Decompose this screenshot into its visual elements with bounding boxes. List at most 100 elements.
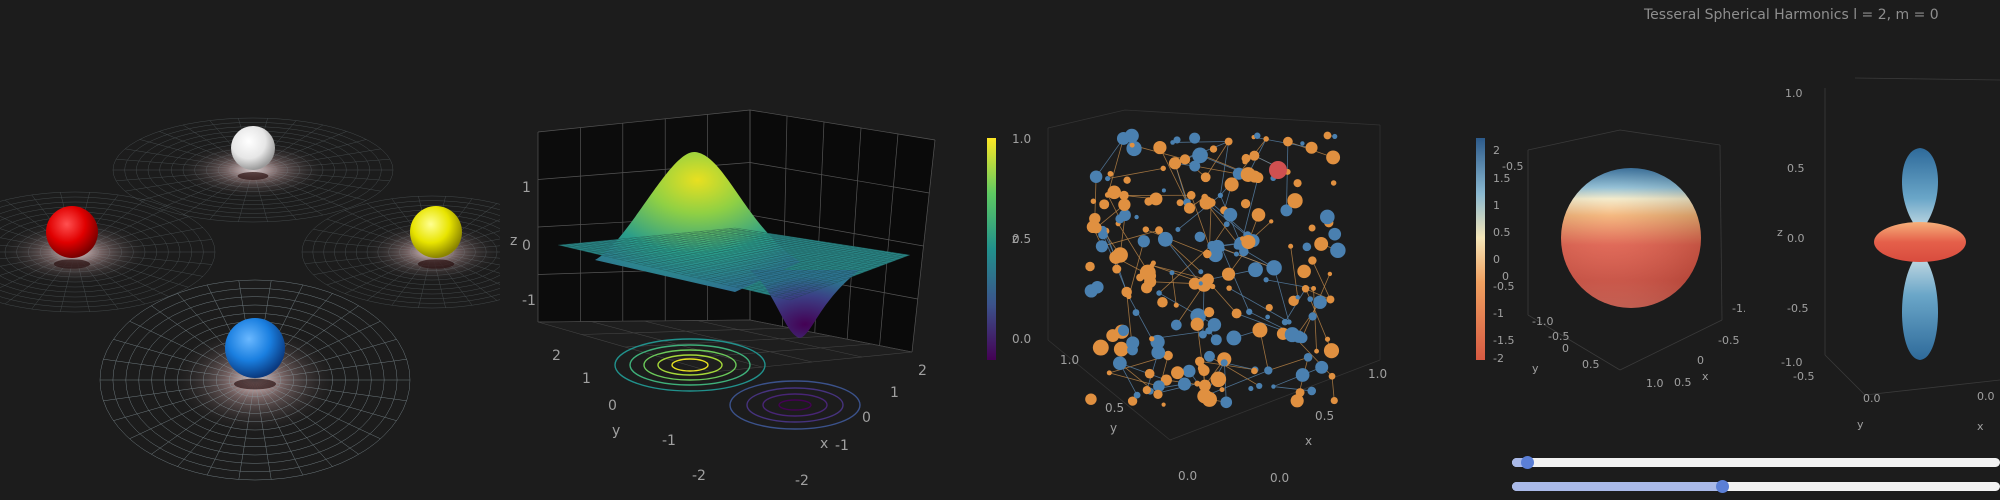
network-node [1305, 141, 1318, 154]
m-slider-handle[interactable] [1715, 480, 1729, 493]
network-node [1210, 334, 1222, 346]
z-tick-label: 0 [1502, 270, 1509, 283]
network-node [1240, 199, 1251, 209]
l-slider[interactable] [1512, 456, 2000, 469]
z-tick-label: 1 [522, 180, 531, 196]
network-node [1251, 208, 1266, 222]
network-node [1189, 160, 1201, 172]
harmonic-sphere-panel: 21.510.50-0.5-1-1.5-2-1.0-0.500.51.0 0.50… [1476, 129, 1745, 390]
network-node [1153, 380, 1165, 392]
network-node [1113, 341, 1129, 357]
x-tick-label: 0.0 [1270, 471, 1289, 485]
network-node [1293, 179, 1302, 188]
z-tick-label: 0 [522, 238, 531, 254]
network-node [1092, 339, 1109, 356]
network-node [1323, 343, 1340, 359]
network-node [1324, 336, 1331, 342]
network-node [1265, 314, 1270, 320]
network-node [1149, 336, 1155, 342]
network-node [1284, 327, 1300, 343]
x-tick-label: -2 [795, 473, 809, 489]
network-node [1155, 226, 1163, 235]
colorbar-tick-label: 2 [1493, 144, 1500, 157]
network-node [1201, 193, 1209, 201]
network-node [1190, 277, 1198, 285]
x-tick-label: -0.5 [1718, 334, 1739, 347]
network-node [1105, 176, 1111, 182]
network-node [1153, 140, 1167, 155]
network-node [1084, 284, 1098, 298]
network-node [1170, 319, 1182, 331]
network-node [1113, 356, 1127, 371]
z-tick-label: -0.5 [1502, 160, 1523, 173]
network-node [1161, 402, 1166, 407]
network-node [1153, 389, 1163, 400]
network-node [1173, 302, 1179, 308]
y-tick-label: 1 [582, 371, 591, 387]
network-node [1204, 350, 1215, 362]
network-node [1086, 220, 1100, 234]
network-node [1220, 359, 1228, 367]
y-tick-label: 0 [608, 398, 617, 414]
z-tick-label: -1 [522, 293, 536, 309]
network-node [1119, 190, 1129, 201]
network-node [1157, 231, 1173, 247]
network-node [1106, 329, 1120, 342]
network-node [1307, 386, 1317, 396]
colorbar-tick-label: 0.5 [1493, 226, 1511, 239]
x-tick-label: -1 [835, 438, 849, 454]
network-panel: 0.0 0.5 1.0 0.0 0.5 1.0 0.0 0.5 1.0 z x y [987, 109, 1387, 485]
y-tick-label: -1.0 [1532, 315, 1553, 328]
network-node [1297, 264, 1311, 279]
network-node [1252, 322, 1268, 338]
network-node [1142, 226, 1149, 233]
network-node [1151, 345, 1166, 360]
network-node [1241, 234, 1256, 250]
network-node [1173, 136, 1181, 144]
network-node [1226, 330, 1242, 346]
network-node [1134, 214, 1139, 220]
z-tick-label: -1.0 [1781, 356, 1802, 369]
y-axis-label: y [612, 423, 620, 439]
network-node [1198, 269, 1204, 275]
network-node [1204, 307, 1215, 318]
network-node [1308, 256, 1317, 265]
network-node [1133, 391, 1141, 399]
network-node [1332, 133, 1338, 139]
y-tick-label: 0.5 [1105, 401, 1124, 415]
network-node [1219, 387, 1225, 393]
l-slider-handle[interactable] [1520, 456, 1534, 469]
network-node [1330, 242, 1346, 259]
network-node [1300, 141, 1305, 146]
y-tick-label: 1.0 [1060, 353, 1079, 367]
network-node [1186, 190, 1196, 200]
network-node [1330, 180, 1337, 186]
z-tick-label: 1.0 [1785, 87, 1803, 100]
network-node [1197, 363, 1208, 373]
network-node [1269, 161, 1287, 179]
y-tick-label: 2 [552, 348, 561, 364]
network-node [1314, 348, 1319, 354]
sphere-marker [46, 206, 98, 258]
lobe-z-label: z [1777, 226, 1783, 239]
network-node [1311, 285, 1317, 291]
lobe-upper [1901, 148, 1939, 232]
network-node [1198, 379, 1211, 392]
network-node [1256, 382, 1263, 390]
y-tick-label: -2 [692, 468, 706, 484]
network-node [1263, 277, 1269, 283]
network-node [1323, 131, 1332, 140]
network-node [1194, 150, 1201, 156]
harmonic-lobes-panel: 1.00.50.0-0.5-1.0-0.50.0 0.0x z y [1777, 77, 2000, 433]
colorbar-tick-label: -1 [1493, 307, 1504, 320]
network-node [1112, 264, 1122, 274]
x-tick-label: 0.5 [1315, 409, 1334, 423]
network-node [1142, 385, 1151, 395]
y-tick-label: -0.5 [1793, 370, 1814, 383]
x-tick-label: 1.0 [1368, 367, 1387, 381]
z-tick-label: 0.0 [1787, 232, 1805, 245]
network-node [1295, 295, 1300, 300]
y-tick-label: 0 [1562, 342, 1569, 355]
m-slider[interactable] [1512, 480, 2000, 493]
network-node [1089, 170, 1103, 183]
